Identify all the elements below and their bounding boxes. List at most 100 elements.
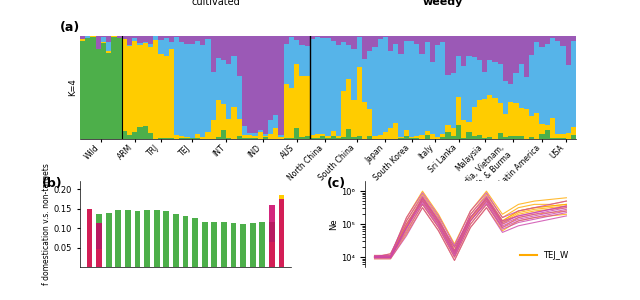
Bar — [550, 118, 555, 138]
Bar — [346, 80, 351, 128]
Bar — [409, 41, 414, 137]
Bar — [257, 36, 263, 130]
Bar — [169, 138, 174, 139]
Bar — [341, 36, 346, 42]
Bar — [300, 45, 305, 76]
Bar — [143, 43, 148, 126]
Bar — [252, 133, 257, 136]
Bar — [95, 50, 101, 139]
Bar — [487, 59, 492, 95]
Bar — [202, 222, 207, 267]
Bar — [263, 36, 268, 134]
Bar — [134, 211, 140, 267]
Bar — [518, 36, 524, 64]
Bar — [367, 51, 372, 110]
Bar — [451, 36, 456, 74]
Bar — [518, 136, 524, 139]
Bar — [80, 41, 85, 139]
Bar — [561, 46, 566, 134]
Bar — [86, 217, 92, 267]
Bar — [106, 53, 111, 139]
Bar — [164, 56, 169, 138]
Bar — [492, 36, 498, 62]
Bar — [200, 45, 205, 137]
Bar — [153, 36, 158, 40]
Bar — [356, 67, 362, 136]
Bar — [513, 74, 518, 103]
Bar — [513, 136, 518, 139]
Bar — [388, 36, 393, 51]
Bar — [372, 47, 378, 136]
Bar — [399, 54, 404, 136]
Legend: Wild, TEJ_C, TEJ_W: Wild, TEJ_C, TEJ_W — [425, 183, 541, 199]
Bar — [320, 36, 325, 38]
Bar — [179, 138, 184, 139]
Bar — [132, 38, 138, 41]
Bar — [85, 36, 90, 38]
Bar — [127, 36, 132, 45]
Bar — [571, 41, 576, 127]
Bar — [310, 138, 315, 139]
Bar — [498, 36, 503, 64]
Bar — [508, 102, 513, 136]
Bar — [132, 133, 138, 139]
Bar — [503, 36, 508, 81]
Bar — [529, 137, 534, 139]
Bar — [263, 136, 268, 137]
Bar — [158, 54, 164, 138]
Bar — [388, 51, 393, 128]
Bar — [289, 36, 294, 37]
Bar — [424, 36, 430, 42]
Bar — [216, 58, 221, 100]
Bar — [221, 104, 226, 130]
Bar — [540, 124, 545, 134]
Bar — [269, 222, 275, 267]
Bar — [284, 36, 289, 44]
Bar — [430, 134, 435, 139]
Bar — [419, 54, 424, 135]
Bar — [555, 36, 561, 41]
Bar — [221, 222, 227, 267]
Bar — [96, 250, 102, 267]
Bar — [419, 36, 424, 54]
Bar — [122, 131, 127, 139]
Bar — [440, 134, 445, 137]
Bar — [529, 116, 534, 137]
Bar — [205, 39, 211, 132]
Bar — [477, 100, 482, 136]
Bar — [284, 44, 289, 84]
Bar — [550, 38, 555, 118]
Bar — [106, 42, 111, 51]
Bar — [503, 114, 508, 137]
Bar — [320, 38, 325, 134]
Bar — [232, 107, 237, 139]
Bar — [305, 136, 310, 139]
Bar — [351, 49, 356, 100]
Bar — [315, 134, 320, 138]
Bar — [101, 44, 106, 139]
Bar — [101, 42, 106, 43]
Bar — [174, 135, 179, 139]
Bar — [305, 46, 310, 76]
Bar — [351, 100, 356, 137]
Bar — [461, 138, 467, 139]
Bar — [445, 36, 451, 75]
Bar — [179, 42, 184, 136]
Bar — [127, 135, 132, 139]
Bar — [534, 36, 540, 42]
Bar — [524, 36, 529, 76]
Bar — [216, 100, 221, 137]
Bar — [273, 36, 278, 115]
Bar — [472, 57, 477, 107]
Bar — [545, 44, 550, 125]
Bar — [472, 36, 477, 57]
Bar — [451, 74, 456, 128]
Bar — [492, 62, 498, 98]
Bar — [148, 44, 153, 47]
Bar — [148, 36, 153, 44]
Bar — [252, 36, 257, 133]
Bar — [409, 138, 414, 139]
Legend: TEJ_W: TEJ_W — [516, 247, 572, 263]
Bar — [85, 38, 90, 139]
Bar — [518, 108, 524, 136]
